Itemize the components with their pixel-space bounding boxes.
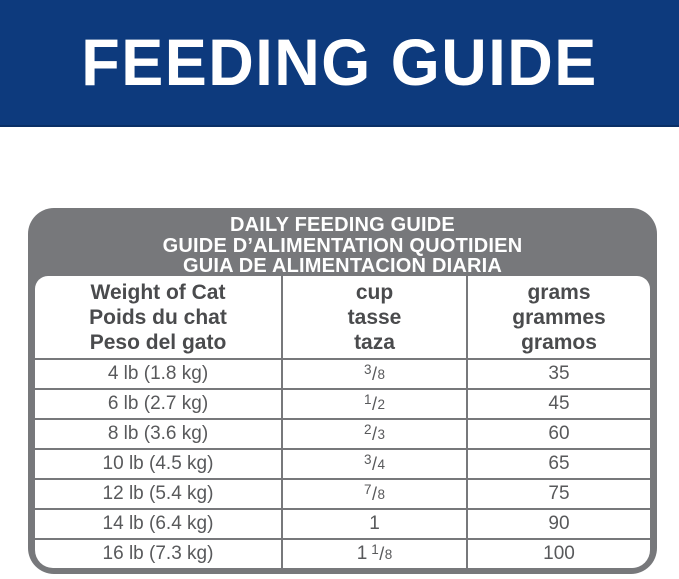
cup-cell: 1 1/8: [283, 538, 468, 568]
column-header-cup-es: taza: [354, 330, 395, 354]
daily-feeding-guide-card: DAILY FEEDING GUIDE GUIDE D’ALIMENTATION…: [28, 208, 657, 574]
column-header-grams-es: gramos: [521, 330, 597, 354]
weight-cell: 16 lb (7.3 kg): [35, 538, 283, 568]
table-row: 8 lb (3.6 kg) 2/3 60: [35, 418, 650, 448]
card-title-line-es: GUIA DE ALIMENTACION DIARIA: [182, 255, 503, 277]
card-title: DAILY FEEDING GUIDE GUIDE D’ALIMENTATION…: [28, 208, 657, 277]
column-header-cup: cup tasse taza: [283, 276, 468, 358]
table-row: 10 lb (4.5 kg) 3/4 65: [35, 448, 650, 478]
column-header-weight-en: Weight of Cat: [90, 280, 226, 304]
column-header-grams: grams grammes gramos: [468, 276, 650, 358]
table-row: 6 lb (2.7 kg) 1/2 45: [35, 388, 650, 418]
grams-cell: 75: [468, 478, 650, 508]
column-header-weight-es: Peso del gato: [89, 330, 227, 354]
cup-cell: 1: [283, 508, 468, 538]
grams-cell: 100: [468, 538, 650, 568]
feeding-table-header-row: Weight of Cat Poids du chat Peso del gat…: [35, 276, 650, 358]
cup-cell: 1/2: [283, 388, 468, 418]
weight-cell: 4 lb (1.8 kg): [35, 358, 283, 388]
table-row: 14 lb (6.4 kg) 1 90: [35, 508, 650, 538]
grams-cell: 45: [468, 388, 650, 418]
grams-cell: 35: [468, 358, 650, 388]
weight-cell: 6 lb (2.7 kg): [35, 388, 283, 418]
column-header-grams-fr: grammes: [512, 305, 606, 329]
cup-cell: 3/8: [283, 358, 468, 388]
table-row: 16 lb (7.3 kg) 1 1/8 100: [35, 538, 650, 568]
feeding-table: Weight of Cat Poids du chat Peso del gat…: [35, 276, 650, 568]
table-row: 12 lb (5.4 kg) 7/8 75: [35, 478, 650, 508]
column-header-weight: Weight of Cat Poids du chat Peso del gat…: [35, 276, 283, 358]
grams-cell: 90: [468, 508, 650, 538]
card-title-line-fr: GUIDE D’ALIMENTATION QUOTIDIEN: [162, 234, 523, 257]
weight-cell: 14 lb (6.4 kg): [35, 508, 283, 538]
column-header-weight-fr: Poids du chat: [89, 305, 227, 329]
weight-cell: 8 lb (3.6 kg): [35, 418, 283, 448]
column-header-cup-en: cup: [355, 280, 394, 304]
card-title-line-en: DAILY FEEDING GUIDE: [230, 214, 455, 236]
column-header-cup-fr: tasse: [347, 305, 402, 329]
cup-cell: 7/8: [283, 478, 468, 508]
column-header-grams-en: grams: [527, 280, 591, 304]
grams-cell: 60: [468, 418, 650, 448]
feeding-guide-banner: FEEDING GUIDE: [0, 0, 679, 127]
banner-title: FEEDING GUIDE: [81, 26, 598, 99]
cup-cell: 3/4: [283, 448, 468, 478]
weight-cell: 10 lb (4.5 kg): [35, 448, 283, 478]
table-row: 4 lb (1.8 kg) 3/8 35: [35, 358, 650, 388]
weight-cell: 12 lb (5.4 kg): [35, 478, 283, 508]
cup-cell: 2/3: [283, 418, 468, 448]
feeding-table-rows: 4 lb (1.8 kg) 3/8 35 6 lb (2.7 kg) 1/2 4…: [35, 358, 650, 568]
grams-cell: 65: [468, 448, 650, 478]
